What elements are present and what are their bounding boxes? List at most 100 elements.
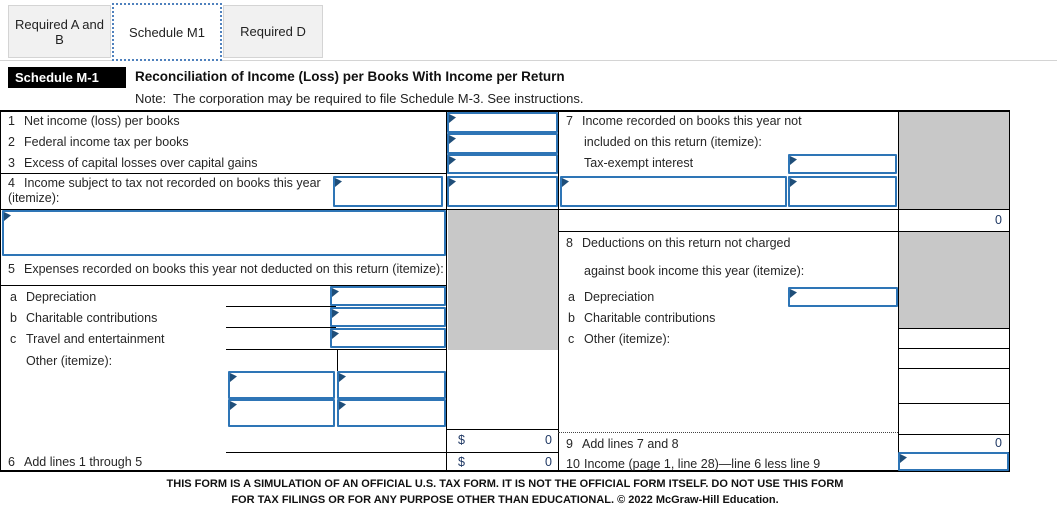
line3-amount-input[interactable] xyxy=(447,154,558,174)
line-text: Charitable contributions xyxy=(584,311,716,325)
corner-marker-icon xyxy=(449,178,456,187)
entry-underline xyxy=(226,327,336,328)
shaded-cell xyxy=(448,210,558,350)
line-letter: a xyxy=(568,290,575,304)
line-number: 9 xyxy=(566,437,573,451)
line-number: 4 xyxy=(8,176,15,190)
dotted-divider-line xyxy=(558,432,898,433)
divider-line xyxy=(898,110,899,472)
page-title: Reconciliation of Income (Loss) per Book… xyxy=(135,69,565,84)
schedule-badge: Schedule M-1 xyxy=(8,67,126,88)
line6-label: 6 Add lines 1 through 5 xyxy=(8,455,142,470)
corner-marker-icon xyxy=(332,330,339,339)
line-text: Net income (loss) per books xyxy=(24,114,180,128)
shaded-cell xyxy=(899,112,1009,210)
corner-marker-icon xyxy=(332,309,339,318)
line-letter: c xyxy=(10,332,17,346)
divider-line xyxy=(0,173,446,174)
line4-amount-input[interactable] xyxy=(447,176,558,207)
corner-marker-icon xyxy=(449,135,456,144)
line-text: Income recorded on books this year not xyxy=(582,114,802,128)
line-letter: c xyxy=(568,332,575,346)
corner-marker-icon xyxy=(449,156,456,165)
tab-required-a-and-b[interactable]: Required A and B xyxy=(8,5,111,58)
line5c-label: c Travel and entertainment xyxy=(10,332,165,347)
line-number: 2 xyxy=(8,135,15,149)
line8b-label: b Charitable contributions xyxy=(568,311,715,326)
line-text: Charitable contributions xyxy=(26,311,158,325)
tax-exempt-interest-label: Tax-exempt interest xyxy=(584,156,694,170)
corner-marker-icon xyxy=(339,373,346,382)
table-bottom-border xyxy=(0,470,1010,472)
divider-line xyxy=(337,349,338,371)
line7-label-cont: included on this return (itemize): xyxy=(584,135,762,149)
line-text: Depreciation xyxy=(26,290,97,304)
corner-marker-icon xyxy=(449,114,456,123)
divider-line xyxy=(898,434,1009,435)
line8a-label: a Depreciation xyxy=(568,290,654,305)
line-text: Other (itemize): xyxy=(584,332,671,346)
line6-total-currency: $ xyxy=(458,455,465,469)
line7-amount-input[interactable] xyxy=(788,176,897,207)
line5-other2-description-input[interactable] xyxy=(228,399,335,427)
line8-label-cont: against book income this year (itemize): xyxy=(584,264,805,278)
line7-description-input[interactable] xyxy=(560,176,787,207)
line-number: 5 xyxy=(8,262,15,276)
table-top-border xyxy=(0,110,1010,112)
line5c-amount-input[interactable] xyxy=(330,328,446,348)
corner-marker-icon xyxy=(230,373,237,382)
line8a-amount-input[interactable] xyxy=(788,287,898,307)
line7-label: 7 Income recorded on books this year not xyxy=(566,114,802,129)
tab-label: Required A and B xyxy=(15,16,104,47)
line5-label: 5 Expenses recorded on books this year no… xyxy=(8,262,444,277)
line7-total-value: 0 xyxy=(995,213,1002,227)
line-text: Add lines 7 and 8 xyxy=(582,437,679,451)
line-number: 8 xyxy=(566,236,573,250)
line9-total-value: 0 xyxy=(995,436,1002,450)
line1-label: 1 Net income (loss) per books xyxy=(8,114,180,129)
divider-line xyxy=(898,328,1009,329)
line1-amount-input[interactable] xyxy=(447,112,558,133)
line-text: Depreciation xyxy=(584,290,655,304)
corner-marker-icon xyxy=(900,454,907,463)
tab-label: Required D xyxy=(240,24,306,39)
corner-marker-icon xyxy=(790,289,797,298)
line8c-label: c Other (itemize): xyxy=(568,332,670,347)
corner-marker-icon xyxy=(790,178,797,187)
line5a-amount-input[interactable] xyxy=(330,286,446,306)
corner-marker-icon xyxy=(335,178,342,187)
divider-line xyxy=(446,429,558,430)
corner-marker-icon xyxy=(339,401,346,410)
line5-other1-description-input[interactable] xyxy=(228,371,335,399)
line10-amount-input[interactable] xyxy=(898,452,1009,471)
tax-exempt-interest-amount-input[interactable] xyxy=(788,154,897,174)
line5-subtotal-value: 0 xyxy=(545,433,552,447)
line5-other1-amount-input[interactable] xyxy=(337,371,446,399)
line5-other2-amount-input[interactable] xyxy=(337,399,446,427)
line5a-label: a Depreciation xyxy=(10,290,96,305)
divider-line xyxy=(898,348,1009,349)
tabbar-divider xyxy=(0,60,1057,61)
line-text: Excess of capital losses over capital ga… xyxy=(24,156,258,170)
line2-label: 2 Federal income tax per books xyxy=(8,135,189,150)
line5-subtotal-currency: $ xyxy=(458,433,465,447)
tab-label: Schedule M1 xyxy=(129,24,205,40)
divider-line xyxy=(1009,110,1010,472)
line9-label: 9 Add lines 7 and 8 xyxy=(566,437,679,452)
line5b-amount-input[interactable] xyxy=(330,307,446,327)
line4-itemize-input[interactable] xyxy=(2,210,446,256)
line4-description-input[interactable] xyxy=(333,176,443,207)
corner-marker-icon xyxy=(332,288,339,297)
line4-label: 4 Income subject to tax not recorded on b… xyxy=(8,176,346,206)
line2-amount-input[interactable] xyxy=(447,133,558,154)
form-note: Note: The corporation may be required to… xyxy=(135,91,584,106)
divider-line xyxy=(0,110,1,472)
shaded-cell xyxy=(899,231,1009,328)
line-number: 6 xyxy=(8,455,15,469)
corner-marker-icon xyxy=(230,401,237,410)
line-number: 1 xyxy=(8,114,15,128)
tab-schedule-m1[interactable]: Schedule M1 xyxy=(112,3,222,61)
corner-marker-icon xyxy=(562,178,569,187)
tab-required-d[interactable]: Required D xyxy=(223,5,323,58)
line-text: Income (page 1, line 28)—line 6 less lin… xyxy=(584,457,821,471)
